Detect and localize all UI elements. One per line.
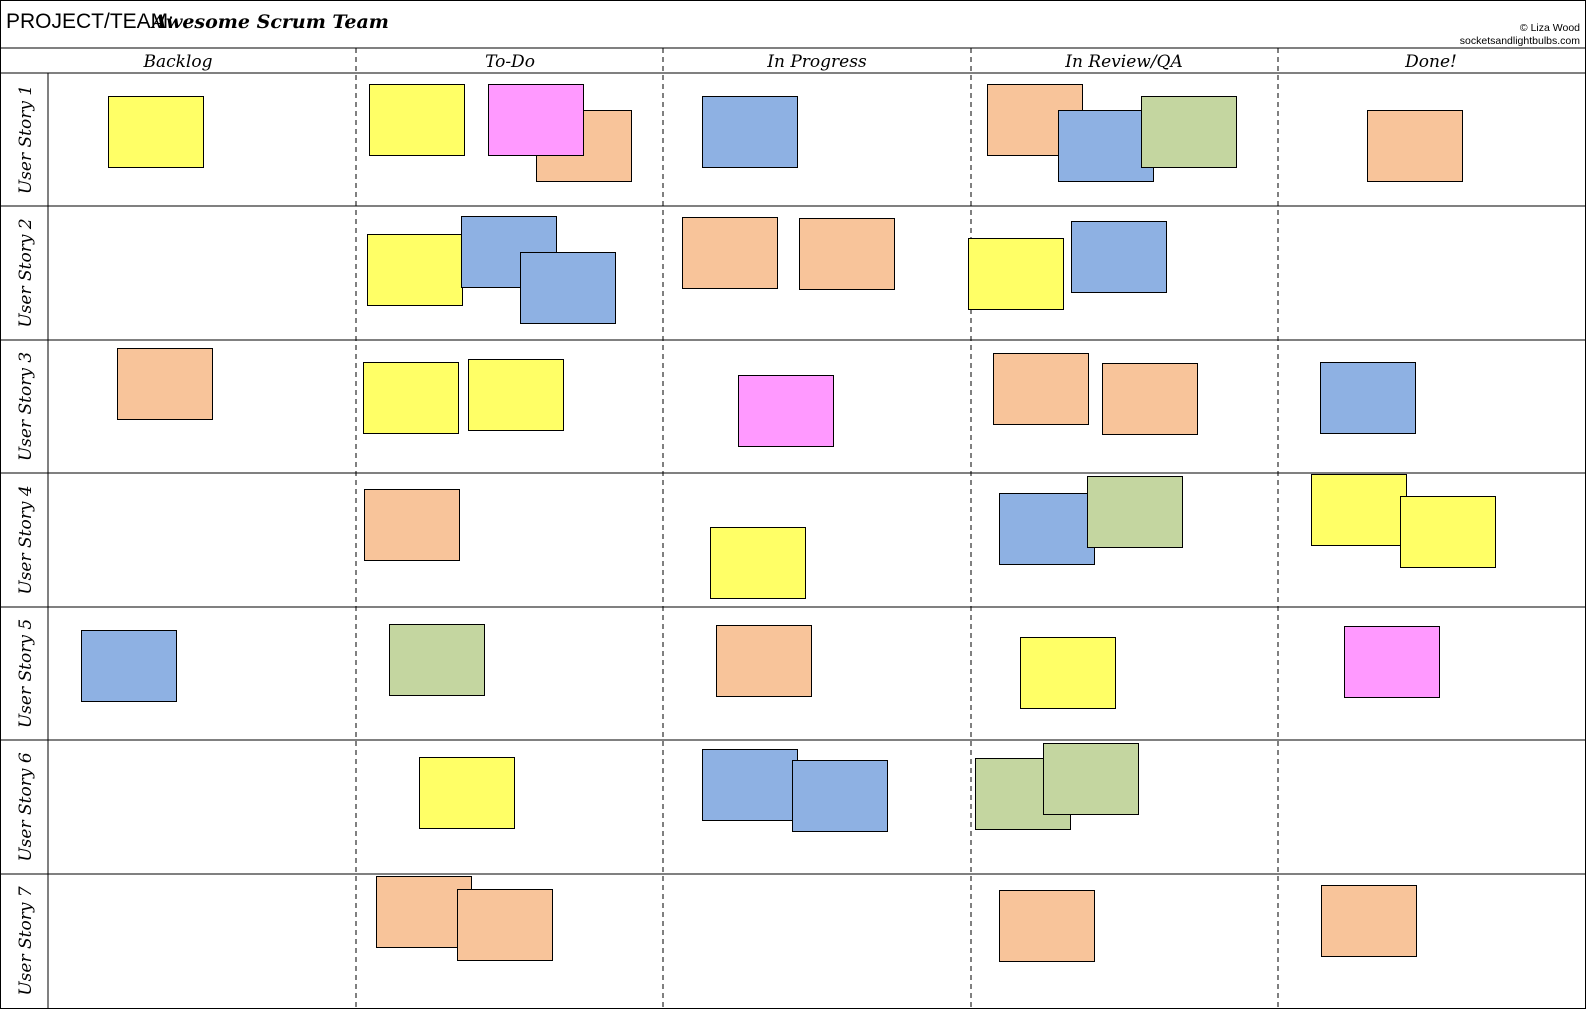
sticky-note-yellow [1020,637,1116,709]
sticky-note-blue [1058,110,1154,182]
column-header-to-do: To-Do [485,52,535,72]
sticky-note-orange [1321,885,1417,957]
sticky-note-yellow [363,362,459,434]
sticky-note-yellow [108,96,204,168]
row-label-user-story-7: User Story 7 [16,886,36,995]
sticky-note-yellow [968,238,1064,310]
sticky-note-orange [364,489,460,561]
sticky-note-blue [792,760,888,832]
column-header-in-review-qa: In Review/QA [1064,52,1183,72]
sticky-note-pink [1344,626,1440,698]
sticky-note-yellow [419,757,515,829]
column-header-done: Done! [1404,52,1457,72]
sticky-note-pink [738,375,834,447]
sticky-note-orange [799,218,895,290]
sticky-note-blue [1320,362,1416,434]
sticky-note-yellow [1400,496,1496,568]
sticky-note-blue [702,749,798,821]
sticky-note-green [389,624,485,696]
sticky-note-yellow [369,84,465,156]
sticky-note-green [1141,96,1237,168]
sticky-note-orange [1367,110,1463,182]
sticky-note-blue [999,493,1095,565]
row-label-user-story-2: User Story 2 [16,218,36,327]
row-label-user-story-5: User Story 5 [16,619,36,728]
sticky-note-green [1087,476,1183,548]
sticky-note-orange [993,353,1089,425]
sticky-note-pink [488,84,584,156]
row-label-user-story-1: User Story 1 [16,85,36,194]
project-label: PROJECT/TEAM: [6,10,175,33]
sticky-note-blue [81,630,177,702]
column-header-backlog: Backlog [142,52,212,72]
sticky-note-orange [716,625,812,697]
sticky-note-yellow [367,234,463,306]
sticky-note-blue [1071,221,1167,293]
sticky-note-yellow [710,527,806,599]
row-label-user-story-3: User Story 3 [16,352,36,461]
credit-site: socketsandlightbulbs.com [1459,35,1580,47]
credit: © Liza Wood socketsandlightbulbs.com [1460,22,1580,48]
credit-author: © Liza Wood [1519,22,1580,34]
sticky-note-blue [702,96,798,168]
sticky-note-green [1043,743,1139,815]
sticky-note-orange [457,889,553,961]
sticky-note-orange [376,876,472,948]
sticky-note-blue [520,252,616,324]
row-label-user-story-4: User Story 4 [16,485,36,594]
column-header-in-progress: In Progress [766,52,867,72]
sticky-note-orange [1102,363,1198,435]
sticky-note-yellow [1311,474,1407,546]
sticky-note-orange [682,217,778,289]
row-label-user-story-6: User Story 6 [16,752,36,861]
sticky-note-orange [999,890,1095,962]
sticky-note-yellow [468,359,564,431]
team-name: Awesome Scrum Team [152,11,389,33]
sticky-note-orange [117,348,213,420]
